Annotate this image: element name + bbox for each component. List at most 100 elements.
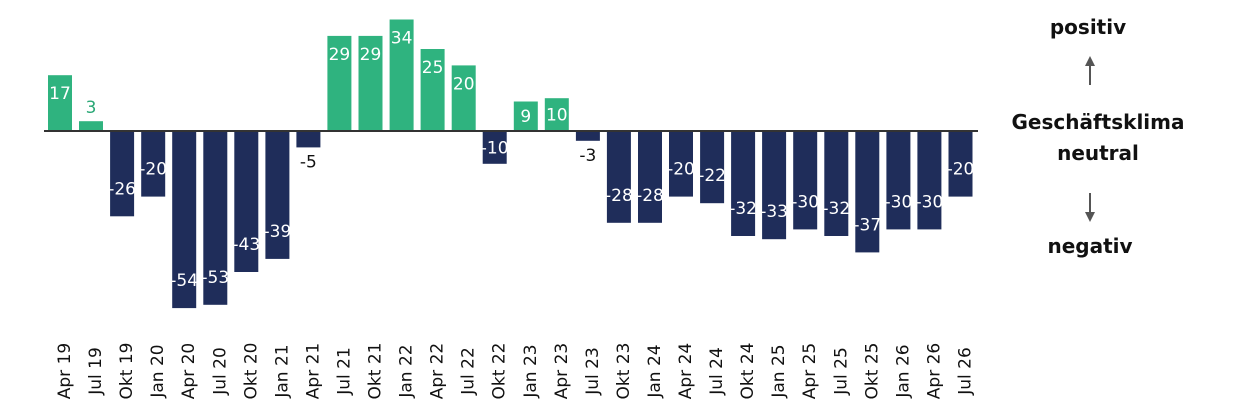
bar-jan-20 xyxy=(141,131,166,197)
bar-jan-25 xyxy=(762,131,787,240)
x-tick-label: Jan 20 xyxy=(148,344,168,398)
x-tick-label: Okt 21 xyxy=(366,343,386,400)
x-tick-label: Jan 23 xyxy=(521,344,541,398)
legend-positive-label: positiv xyxy=(1050,15,1126,39)
value-label: -53 xyxy=(201,268,229,288)
bar-okt-21 xyxy=(358,35,383,131)
value-label: 10 xyxy=(546,106,568,126)
bar-jan-21 xyxy=(265,131,290,259)
bar-jul-20 xyxy=(203,131,228,305)
legend-negative-label: negativ xyxy=(1047,234,1132,258)
value-label: 17 xyxy=(49,84,71,104)
bar-jan-24 xyxy=(638,131,662,223)
x-tick-label: Apr 19 xyxy=(55,343,75,399)
value-label: -32 xyxy=(729,199,757,219)
x-tick-label: Jul 24 xyxy=(707,347,727,396)
bar-apr-25 xyxy=(793,131,818,230)
value-label: -30 xyxy=(791,192,819,212)
bar-jan-22 xyxy=(389,19,414,131)
x-tick-labels-group: Apr 19 Jul 19 Okt 19 Jan 20 Apr 20 Jul 20 Okt … xyxy=(55,343,976,400)
x-tick-label: Apr 23 xyxy=(552,343,572,399)
x-tick-label: Apr 24 xyxy=(676,343,696,399)
bar-apr-23 xyxy=(544,98,569,131)
value-label: -32 xyxy=(822,199,850,219)
bar-okt-19 xyxy=(110,131,135,217)
value-label: -30 xyxy=(885,192,913,212)
value-label: -3 xyxy=(579,146,596,166)
value-label: -39 xyxy=(264,222,292,242)
x-tick-label: Jan 26 xyxy=(893,344,913,398)
x-tick-label: Jan 21 xyxy=(272,344,292,398)
value-label: -20 xyxy=(139,160,167,180)
bar-jul-19 xyxy=(79,121,103,131)
bar-apr-22 xyxy=(420,49,445,131)
x-tick-label: Jan 22 xyxy=(397,344,417,398)
value-label: 34 xyxy=(391,29,413,49)
value-label: -30 xyxy=(916,192,944,212)
value-label: -26 xyxy=(108,179,136,199)
bar-jan-23 xyxy=(513,101,538,131)
x-tick-label: Apr 21 xyxy=(303,343,323,399)
value-label: 3 xyxy=(86,98,97,118)
x-tick-label: Jul 26 xyxy=(956,347,976,396)
value-label: 29 xyxy=(329,45,351,65)
bar-apr-26 xyxy=(917,131,942,230)
legend-neutral-label-line1: Geschäftsklima xyxy=(1012,110,1185,134)
x-tick-label: Okt 20 xyxy=(241,343,261,400)
x-tick-label: Apr 20 xyxy=(179,343,199,399)
legend-neutral-label-line2: neutral xyxy=(1057,141,1139,165)
bar-okt-24 xyxy=(731,131,756,236)
arrow-up-icon xyxy=(1085,56,1095,85)
value-label: 25 xyxy=(422,58,444,78)
x-tick-label: Jul 25 xyxy=(831,347,851,396)
bar-jul-23 xyxy=(575,131,600,141)
x-tick-label: Jan 24 xyxy=(645,344,665,398)
value-label: -33 xyxy=(760,202,788,222)
value-label: -22 xyxy=(698,166,726,186)
x-tick-label: Jul 20 xyxy=(210,347,230,396)
value-label: -5 xyxy=(300,152,317,172)
value-label: -43 xyxy=(232,235,260,255)
bar-okt-20 xyxy=(234,131,259,272)
x-tick-label: Okt 23 xyxy=(614,343,634,400)
bar-apr-20 xyxy=(172,131,197,309)
legend: positiv Geschäftsklima neutral negativ xyxy=(1012,15,1185,258)
x-tick-label: Apr 22 xyxy=(428,343,448,399)
value-label: 29 xyxy=(360,45,382,65)
x-tick-label: Jan 25 xyxy=(769,344,789,398)
arrow-down-icon xyxy=(1085,193,1095,222)
bar-okt-23 xyxy=(606,131,631,223)
x-tick-label: Okt 25 xyxy=(862,343,882,400)
value-label: -37 xyxy=(853,215,881,235)
value-label: 20 xyxy=(453,74,475,94)
bar-apr-24 xyxy=(669,131,693,197)
bar-jan-26 xyxy=(886,131,911,230)
x-tick-label: Jul 23 xyxy=(583,347,603,396)
bar-okt-22 xyxy=(482,131,507,164)
value-label: -10 xyxy=(481,138,509,158)
bar-jul-21 xyxy=(327,35,352,131)
bar-jul-25 xyxy=(824,131,849,236)
bar-jul-24 xyxy=(700,131,725,204)
bar-apr-21 xyxy=(296,131,321,148)
x-tick-label: Jul 22 xyxy=(459,347,479,396)
bar-jul-26 xyxy=(948,131,973,197)
x-tick-label: Okt 19 xyxy=(117,343,137,400)
value-label: -20 xyxy=(947,160,975,180)
x-tick-label: Apr 25 xyxy=(800,343,820,399)
x-tick-label: Okt 24 xyxy=(738,343,758,400)
value-label: -54 xyxy=(170,271,198,291)
value-label: 9 xyxy=(520,107,531,127)
bar-jul-22 xyxy=(451,65,476,131)
x-tick-label: Apr 26 xyxy=(924,343,944,399)
value-label: -28 xyxy=(605,186,633,206)
x-tick-label: Jul 21 xyxy=(334,347,354,396)
bar-okt-25 xyxy=(855,131,880,253)
value-label: -28 xyxy=(636,186,664,206)
bar-apr-19 xyxy=(48,75,72,131)
value-label: -20 xyxy=(667,160,695,180)
bars-group xyxy=(48,19,973,309)
x-tick-label: Jul 19 xyxy=(86,347,106,396)
